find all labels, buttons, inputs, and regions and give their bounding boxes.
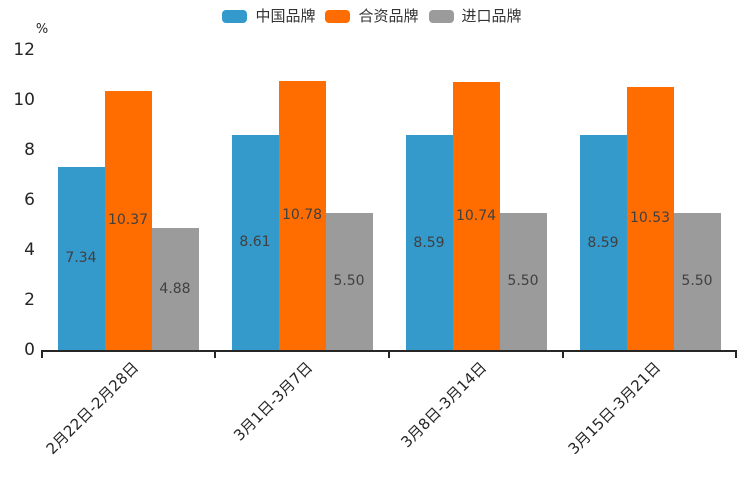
bar-中国品牌: 8.59 xyxy=(579,135,627,350)
y-tick-label: 10 xyxy=(13,90,35,110)
bar-group-1: 7.34 10.37 4.88 xyxy=(41,50,215,350)
legend-label: 中国品牌 xyxy=(255,7,316,25)
bar-进口品牌: 5.50 xyxy=(673,212,721,350)
bar-中国品牌: 8.61 xyxy=(231,134,279,350)
y-tick-label: 8 xyxy=(24,140,35,160)
x-axis-tick-mark xyxy=(562,352,564,358)
bar-合资品牌: 10.74 xyxy=(452,81,500,350)
legend-item-1: 中国品牌 xyxy=(222,7,315,25)
legend-label: 进口品牌 xyxy=(461,7,522,25)
x-tick-label: 3月1日-3月7日 xyxy=(230,358,317,445)
bar-进口品牌: 5.50 xyxy=(499,212,547,350)
plot-area: 7.34 10.37 4.88 8.61 10.78 5.50 8.59 10.74 5.50 8… xyxy=(41,50,737,358)
x-axis-tick-mark xyxy=(388,352,390,358)
bar-中国品牌: 7.34 xyxy=(57,166,105,350)
bar-value-label: 10.78 xyxy=(281,207,323,224)
bar-进口品牌: 4.88 xyxy=(151,228,199,350)
x-tick-label: 2月22日-2月28日 xyxy=(42,358,143,458)
chart-legend: 中国品牌 合资品牌 进口品牌 xyxy=(0,7,744,25)
bar-value-label: 10.37 xyxy=(107,212,149,229)
bar-进口品牌: 5.50 xyxy=(325,212,373,350)
bar-value-label: 8.59 xyxy=(587,234,619,251)
bar-group-4: 8.59 10.53 5.50 xyxy=(563,50,737,350)
bar-value-label: 5.50 xyxy=(333,273,365,290)
bar-value-label: 10.53 xyxy=(629,210,671,227)
legend-swatch-icon xyxy=(428,9,454,23)
bar-中国品牌: 8.59 xyxy=(405,135,453,350)
legend-swatch-icon xyxy=(222,9,248,23)
bar-合资品牌: 10.78 xyxy=(278,80,326,350)
bar-value-label: 4.88 xyxy=(159,281,191,297)
legend-item-3: 进口品牌 xyxy=(428,7,522,25)
x-axis-tick-mark xyxy=(735,352,737,358)
bar-value-label: 8.59 xyxy=(413,234,445,251)
y-tick-label: 4 xyxy=(24,240,35,260)
legend-label: 合资品牌 xyxy=(358,7,419,25)
y-tick-label: 0 xyxy=(24,340,35,360)
x-tick-label: 3月8日-3月14日 xyxy=(397,358,491,452)
bar-value-label: 7.34 xyxy=(65,250,97,267)
bar-合资品牌: 10.53 xyxy=(626,86,674,350)
y-tick-label: 2 xyxy=(24,290,35,310)
legend-item-2: 合资品牌 xyxy=(325,7,419,25)
bar-value-label: 10.74 xyxy=(455,207,497,224)
y-tick-label: 12 xyxy=(13,40,35,60)
y-tick-label: 6 xyxy=(24,190,35,210)
legend-swatch-icon xyxy=(325,9,351,23)
bar-value-label: 8.61 xyxy=(239,234,271,251)
bar-合资品牌: 10.37 xyxy=(104,90,152,350)
x-axis-tick-mark xyxy=(41,352,43,358)
x-axis-tick-mark xyxy=(214,352,216,358)
bar-group-2: 8.61 10.78 5.50 xyxy=(215,50,389,350)
y-axis-unit-label: % xyxy=(35,22,49,37)
x-tick-label: 3月15日-3月21日 xyxy=(564,358,665,458)
bar-group-3: 8.59 10.74 5.50 xyxy=(389,50,563,350)
bar-value-label: 5.50 xyxy=(507,273,539,290)
bar-value-label: 5.50 xyxy=(681,273,713,290)
